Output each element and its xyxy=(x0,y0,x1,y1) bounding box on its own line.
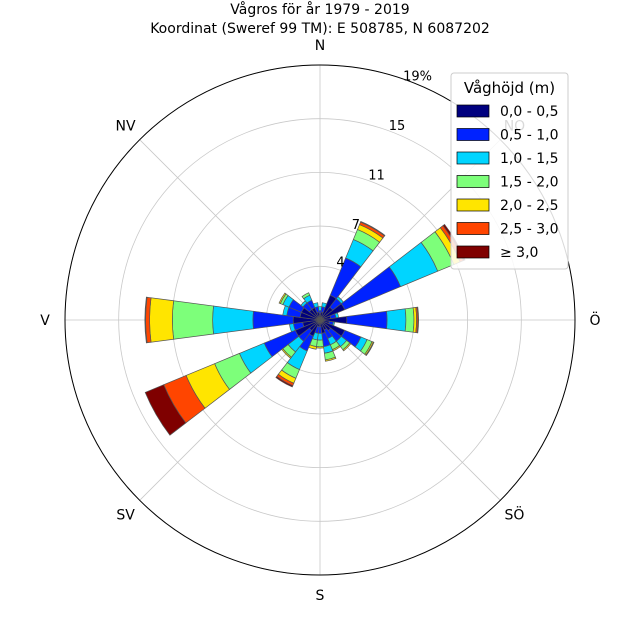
bar-dir90-bin6 xyxy=(416,306,419,334)
ring-label-4: 19% xyxy=(403,69,432,84)
legend-label-4: 2,0 - 2,5 xyxy=(500,198,558,214)
legend-label-1: 0,5 - 1,0 xyxy=(500,128,558,144)
legend-box xyxy=(450,72,569,270)
bar-dir270-bin3 xyxy=(172,300,214,340)
chart-title: Vågros för år 1979 - 2019 xyxy=(230,1,409,18)
bar-dir135-bin4 xyxy=(342,342,352,352)
direction-label-5: SV xyxy=(116,507,135,523)
polar-frame xyxy=(64,64,576,576)
legend: Våghöjd (m) 0,0 - 0,5 0,5 - 1,0 1,0 - 1,5 1,… xyxy=(450,72,569,270)
ring-labels: 4 7 11 15 19% xyxy=(336,69,432,270)
grid-spoke-3 xyxy=(319,319,501,501)
chart-subtitle: Koordinat (Sweref 99 TM): E 508785, N 60… xyxy=(150,21,490,37)
legend-label-0: 0,0 - 0,5 xyxy=(500,104,558,120)
bar-dir165-bin4 xyxy=(324,356,337,362)
legend-swatch-5 xyxy=(456,222,490,235)
legend-label-3: 1,5 - 2,0 xyxy=(500,175,558,191)
direction-label-4: S xyxy=(316,588,325,604)
bar-dir270-bin6 xyxy=(144,296,148,344)
legend-label-6: ≥ 3,0 xyxy=(500,245,538,261)
legend-label-5: 2,5 - 3,0 xyxy=(500,222,558,238)
direction-label-2: Ö xyxy=(589,311,600,329)
bar-dir90-bin1 xyxy=(346,310,388,330)
bar-dir345-bin2 xyxy=(312,302,319,309)
direction-label-0: N xyxy=(315,38,325,54)
bar-dir240-bin6 xyxy=(144,384,187,436)
legend-swatch-1 xyxy=(456,128,490,141)
direction-label-6: V xyxy=(40,313,50,329)
legend-label-2: 1,0 - 1,5 xyxy=(500,151,558,167)
bar-dir90-bin2 xyxy=(386,308,407,332)
grid-spoke-7 xyxy=(139,139,321,321)
legend-swatch-6 xyxy=(456,245,490,259)
bar-dir300-bin4 xyxy=(278,292,287,305)
ring-label-3: 15 xyxy=(389,119,406,134)
bar-dir30-bin6 xyxy=(360,220,386,237)
ring-label-0: 4 xyxy=(336,255,344,270)
direction-label-3: SÖ xyxy=(504,505,524,523)
direction-label-7: NV xyxy=(116,119,136,135)
bar-dir210-bin6 xyxy=(275,375,294,388)
legend-swatch-3 xyxy=(456,175,490,188)
legend-swatch-2 xyxy=(456,151,490,165)
bar-dir270-bin2 xyxy=(212,305,254,335)
legend-swatch-0 xyxy=(456,104,490,118)
rose-bars xyxy=(144,220,466,436)
ring-label-2: 11 xyxy=(368,169,385,184)
bar-dir120-bin5 xyxy=(365,341,375,357)
legend-title: Våghöjd (m) xyxy=(464,79,555,97)
legend-swatch-4 xyxy=(456,198,490,212)
bar-dir270-bin4 xyxy=(149,297,175,343)
ring-label-1: 7 xyxy=(352,218,360,233)
bar-dir330-bin3 xyxy=(301,292,311,300)
bar-dir90-bin3 xyxy=(404,307,415,333)
bar-dir180-bin4 xyxy=(315,346,325,349)
polar-grid xyxy=(64,64,576,576)
